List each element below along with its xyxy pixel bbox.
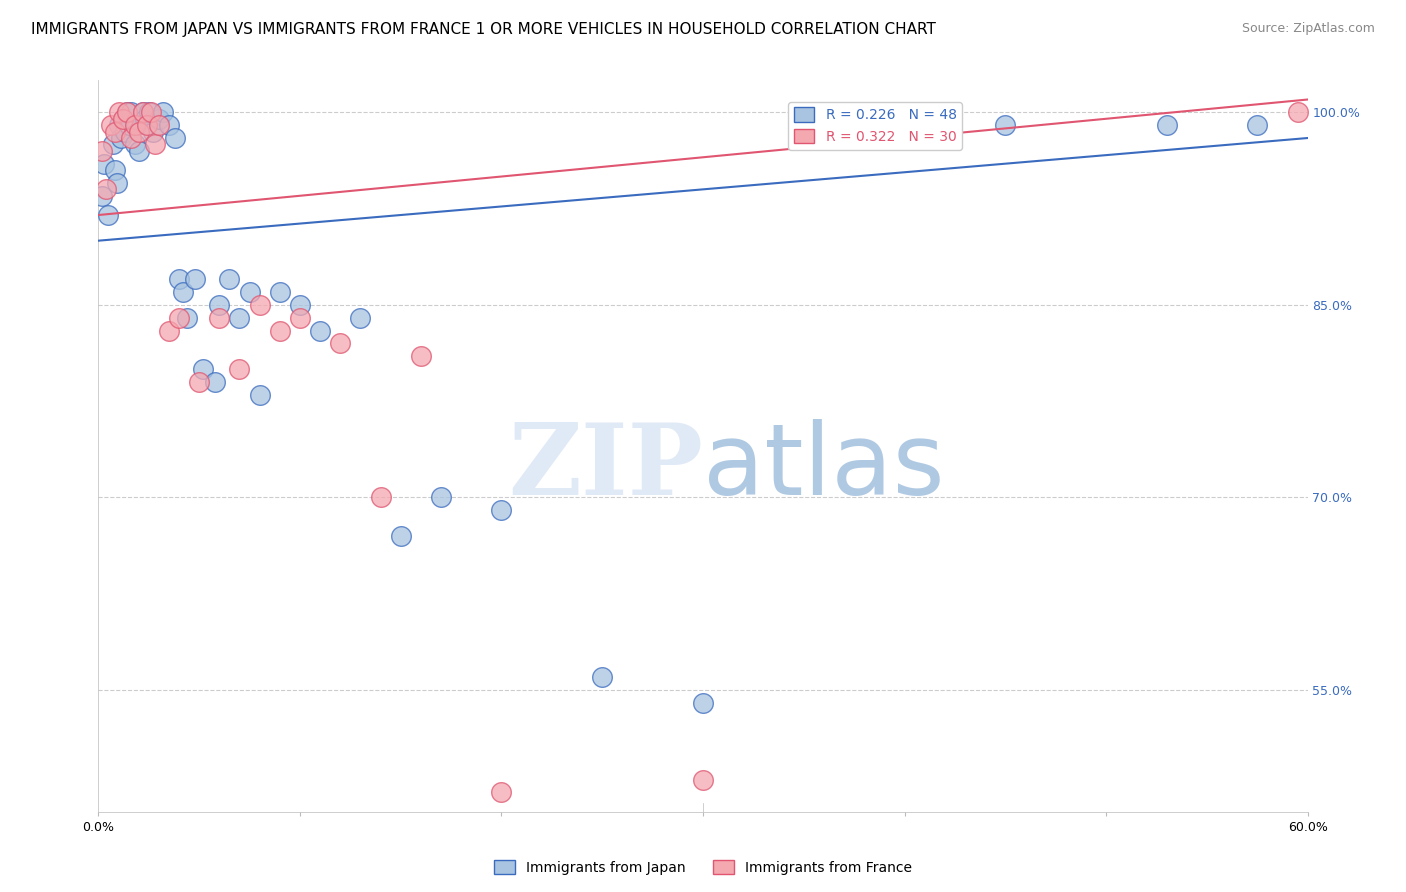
Point [218, 272, 240, 286]
Point [120, 131, 142, 145]
Point [832, 118, 855, 132]
Point [105, 176, 128, 190]
Point [132, 105, 155, 120]
Point [176, 310, 198, 325]
Point [148, 118, 170, 132]
Point [329, 336, 352, 351]
Point [228, 362, 250, 376]
Point [103, 163, 125, 178]
Point [115, 105, 138, 120]
Point [1246, 118, 1268, 132]
Text: Source: ZipAtlas.com: Source: ZipAtlas.com [1241, 22, 1375, 36]
Point [309, 324, 332, 338]
Legend: R = 0.226   N = 48, R = 0.322   N = 30: R = 0.226 N = 48, R = 0.322 N = 30 [787, 102, 962, 150]
Point [125, 118, 148, 132]
Point [124, 118, 146, 132]
Point [103, 125, 125, 139]
Point [157, 118, 180, 132]
Point [204, 375, 226, 389]
Point [249, 298, 271, 312]
Point [163, 131, 186, 145]
Point [157, 324, 180, 338]
Point [91, 188, 114, 202]
Point [132, 105, 155, 120]
Point [167, 310, 190, 325]
Point [128, 144, 150, 158]
Point [148, 112, 170, 126]
Point [93, 157, 115, 171]
Point [188, 375, 211, 389]
Point [167, 272, 190, 286]
Point [135, 118, 157, 132]
Point [172, 285, 194, 299]
Point [139, 105, 162, 120]
Point [111, 112, 134, 126]
Point [184, 272, 207, 286]
Point [124, 137, 146, 152]
Point [249, 387, 271, 401]
Legend: Immigrants from Japan, Immigrants from France: Immigrants from Japan, Immigrants from F… [488, 855, 918, 880]
Point [409, 349, 432, 363]
Point [349, 310, 371, 325]
Point [111, 112, 134, 126]
Point [692, 696, 714, 710]
Text: atlas: atlas [703, 419, 945, 516]
Point [239, 285, 262, 299]
Point [491, 503, 513, 517]
Point [228, 310, 250, 325]
Text: ZIP: ZIP [508, 419, 703, 516]
Text: IMMIGRANTS FROM JAPAN VS IMMIGRANTS FROM FRANCE 1 OR MORE VEHICLES IN HOUSEHOLD : IMMIGRANTS FROM JAPAN VS IMMIGRANTS FROM… [31, 22, 936, 37]
Point [120, 105, 142, 120]
Point [288, 310, 311, 325]
Point [692, 772, 714, 787]
Point [430, 491, 453, 505]
Point [115, 105, 138, 120]
Point [110, 131, 132, 145]
Point [152, 105, 174, 120]
Point [269, 324, 291, 338]
Point [208, 310, 231, 325]
Point [1156, 118, 1178, 132]
Point [118, 118, 141, 132]
Point [107, 118, 129, 132]
Point [491, 785, 513, 799]
Point [994, 118, 1017, 132]
Point [288, 298, 311, 312]
Point [107, 105, 129, 120]
Point [142, 125, 165, 139]
Point [143, 137, 166, 152]
Point [91, 144, 114, 158]
Point [96, 182, 118, 196]
Point [101, 137, 124, 152]
Point [1286, 105, 1309, 120]
Point [893, 118, 915, 132]
Point [370, 491, 392, 505]
Point [97, 208, 120, 222]
Point [138, 105, 160, 120]
Point [134, 112, 156, 126]
Point [591, 670, 613, 684]
Point [389, 529, 412, 543]
Point [100, 118, 122, 132]
Point [208, 298, 231, 312]
Point [114, 125, 136, 139]
Point [269, 285, 291, 299]
Point [193, 362, 215, 376]
Point [128, 125, 150, 139]
